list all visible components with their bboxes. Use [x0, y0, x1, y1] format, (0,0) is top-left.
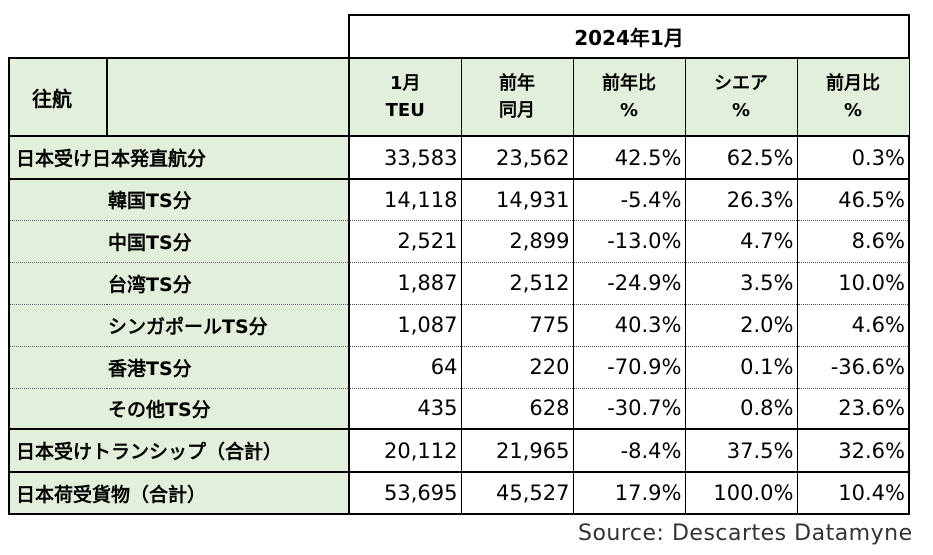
total-row: 日本荷受貨物（合計） 53,695 45,527 17.9% 100.0% 10.4% [8, 471, 910, 515]
cell-yoy: -13.0% [572, 220, 686, 263]
cell-mom: 10.0% [796, 262, 910, 305]
cell-teu: 33,583 [348, 135, 462, 180]
column-header-mom: 前月比% [796, 57, 910, 137]
column-header-yoy: 前年比% [572, 57, 686, 137]
cell-yoy: -8.4% [572, 428, 686, 473]
cell-teu: 435 [348, 388, 462, 430]
column-header-prev-year: 前年 同月 [460, 57, 574, 137]
cell-prev-year: 14,931 [460, 178, 574, 221]
row-label: 日本受け日本発直航分 [8, 135, 350, 180]
cell-mom: 32.6% [796, 428, 910, 473]
cell-share: 37.5% [684, 428, 798, 473]
cell-mom: 10.4% [796, 471, 910, 515]
sub-row: 香港TS分 64 220 -70.9% 0.1% -36.6% [8, 346, 910, 389]
cell-teu: 1,887 [348, 262, 462, 305]
cell-prev-year: 23,562 [460, 135, 574, 180]
cell-yoy: -30.7% [572, 388, 686, 430]
sub-row: 韓国TS分 14,118 14,931 -5.4% 26.3% 46.5% [8, 178, 910, 221]
row-label: 韓国TS分 [8, 178, 350, 221]
sub-row: 台湾TS分 1,887 2,512 -24.9% 3.5% 10.0% [8, 262, 910, 305]
row-header-spacer [106, 57, 350, 137]
cell-teu: 14,118 [348, 178, 462, 221]
cell-yoy: 40.3% [572, 304, 686, 347]
cell-share: 62.5% [684, 135, 798, 180]
row-label: シンガポールTS分 [8, 304, 350, 347]
cell-prev-year: 2,512 [460, 262, 574, 305]
cell-share: 4.7% [684, 220, 798, 263]
cell-prev-year: 45,527 [460, 471, 574, 515]
cell-share: 26.3% [684, 178, 798, 221]
cell-share: 3.5% [684, 262, 798, 305]
row-label: 香港TS分 [8, 346, 350, 389]
cell-prev-year: 628 [460, 388, 574, 430]
sub-row: その他TS分 435 628 -30.7% 0.8% 23.6% [8, 388, 910, 430]
period-header: 2024年1月 [348, 14, 910, 59]
cell-mom: 4.6% [796, 304, 910, 347]
sub-row: シンガポールTS分 1,087 775 40.3% 2.0% 4.6% [8, 304, 910, 347]
row-label: 日本荷受貨物（合計） [8, 471, 350, 515]
cell-mom: 0.3% [796, 135, 910, 180]
row-label: その他TS分 [8, 388, 350, 430]
cell-mom: 23.6% [796, 388, 910, 430]
cell-prev-year: 775 [460, 304, 574, 347]
row-label: 日本受けトランシップ（合計） [8, 428, 350, 473]
cell-teu: 20,112 [348, 428, 462, 473]
cell-yoy: -5.4% [572, 178, 686, 221]
row-label: 台湾TS分 [8, 262, 350, 305]
column-header-teu: 1月 TEU [348, 57, 462, 137]
cell-yoy: -70.9% [572, 346, 686, 389]
cell-share: 2.0% [684, 304, 798, 347]
corner-blank [9, 15, 349, 58]
sub-row: 中国TS分 2,521 2,899 -13.0% 4.7% 8.6% [8, 220, 910, 263]
cell-prev-year: 2,899 [460, 220, 574, 263]
cell-share: 0.8% [684, 388, 798, 430]
cell-teu: 53,695 [348, 471, 462, 515]
cell-yoy: -24.9% [572, 262, 686, 305]
source-note: Source: Descartes Datamyne [578, 521, 913, 546]
data-table: 2024年1月 往航 1月 TEU 前年 同月 前年比% シエア% 前月比% 日本受… [8, 14, 910, 515]
cell-yoy: 42.5% [572, 135, 686, 180]
total-row: 日本受けトランシップ（合計） 20,112 21,965 -8.4% 37.5% 32.6… [8, 428, 910, 473]
cell-prev-year: 220 [460, 346, 574, 389]
cell-mom: 46.5% [796, 178, 910, 221]
cell-prev-year: 21,965 [460, 428, 574, 473]
cell-share: 0.1% [684, 346, 798, 389]
column-header-share: シエア% [684, 57, 798, 137]
total-row: 日本受け日本発直航分 33,583 23,562 42.5% 62.5% 0.3% [8, 135, 910, 180]
cell-mom: 8.6% [796, 220, 910, 263]
cell-mom: -36.6% [796, 346, 910, 389]
cell-teu: 2,521 [348, 220, 462, 263]
row-header: 往航 [8, 57, 108, 137]
cell-share: 100.0% [684, 471, 798, 515]
row-label: 中国TS分 [8, 220, 350, 263]
cell-teu: 64 [348, 346, 462, 389]
cell-teu: 1,087 [348, 304, 462, 347]
cell-yoy: 17.9% [572, 471, 686, 515]
